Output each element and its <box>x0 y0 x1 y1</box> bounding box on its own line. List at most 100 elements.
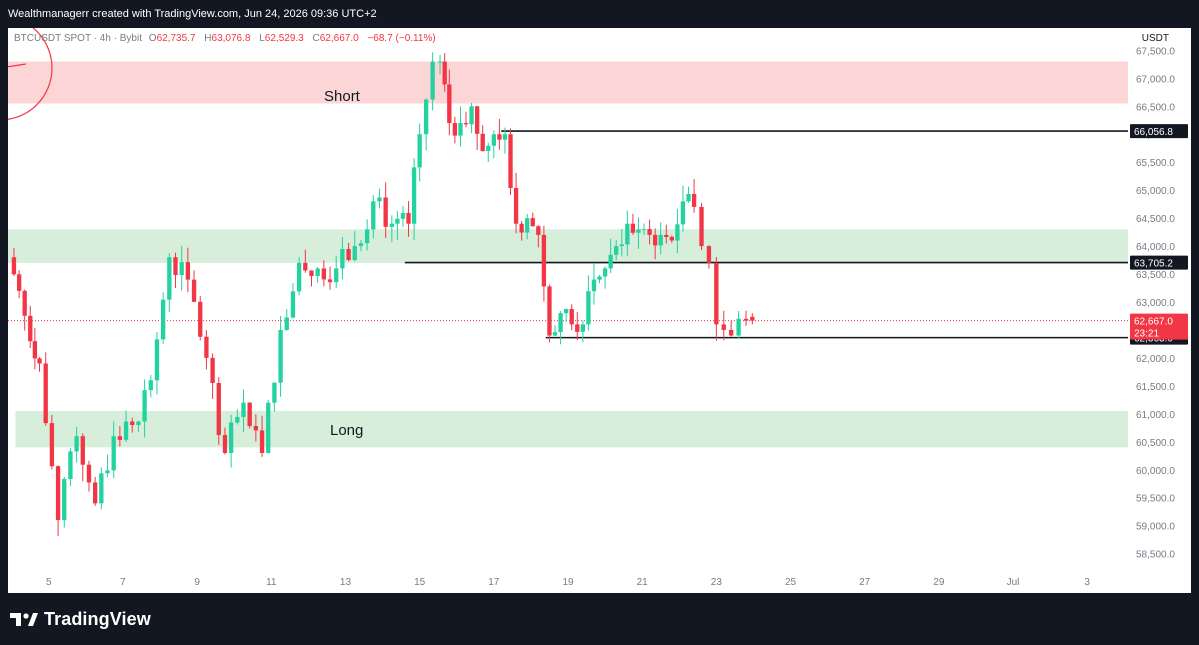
candle-up <box>423 98 429 151</box>
candle-body <box>321 268 327 280</box>
candle-body <box>452 123 458 136</box>
candle-body <box>228 422 234 453</box>
level-tag-text: 66,056.8 <box>1134 127 1173 138</box>
candle-up <box>266 399 271 454</box>
chart-frame[interactable]: 58,500.0 59,000.0 59,500.0 60,000.0 60,500.0… <box>8 28 1191 593</box>
candle-body <box>309 270 314 276</box>
candle-up <box>179 245 184 291</box>
high-value: 63,076.8 <box>211 33 251 44</box>
candle-down <box>508 128 513 195</box>
candle-down <box>32 328 38 370</box>
candle-down <box>28 305 33 349</box>
candle-up <box>142 379 147 438</box>
candle-body <box>22 290 27 316</box>
candle-up <box>491 130 496 159</box>
candle-body <box>334 268 339 283</box>
candle-down <box>92 476 98 506</box>
candle-up <box>395 211 400 240</box>
candle-down <box>497 119 502 150</box>
level-tag-text: 63,705.2 <box>1134 259 1173 270</box>
short-zone-label: Short <box>324 88 360 105</box>
candle-down <box>513 172 519 234</box>
candle-body <box>278 329 283 383</box>
currency-label[interactable]: USDT <box>1141 33 1169 44</box>
candle-down <box>575 312 580 341</box>
candle-body <box>185 262 191 280</box>
candle-down <box>173 252 178 288</box>
y-tick-label: 66,500.0 <box>1136 102 1175 113</box>
candle-down <box>714 257 719 341</box>
candle-down <box>253 414 259 442</box>
candle-up <box>377 188 382 209</box>
candle-up <box>602 266 608 289</box>
candle-up <box>586 275 591 331</box>
candle-body <box>55 466 61 521</box>
candle-body <box>525 218 530 233</box>
candle-body <box>417 134 422 168</box>
candle-down <box>691 179 697 213</box>
price-axis[interactable]: 58,500.0 59,000.0 59,500.0 60,000.0 60,500.0… <box>1128 28 1191 593</box>
candle-body <box>569 308 574 325</box>
candle-down <box>721 310 726 341</box>
tradingview-logo[interactable]: TradingView <box>10 609 151 629</box>
candle-body <box>502 134 508 140</box>
candle-down <box>699 202 704 251</box>
candle-up <box>99 467 104 510</box>
candle-body <box>173 257 178 276</box>
y-tick-label: 60,000.0 <box>1136 466 1175 477</box>
candle-down <box>530 212 535 227</box>
candle-down <box>569 304 574 331</box>
candle-up <box>371 195 376 239</box>
time-axis[interactable]: 5 7 9 11 13 15 17 19 21 23 25 27 29 Jul 3 <box>46 577 1090 588</box>
candle-down <box>406 201 411 237</box>
y-tick-label: 59,000.0 <box>1136 522 1175 533</box>
level-tag-bg <box>1130 124 1188 139</box>
candle-body <box>430 61 435 100</box>
candle-body <box>204 336 209 358</box>
candle-body <box>37 358 42 364</box>
candle-body <box>148 380 153 391</box>
candle-body <box>641 229 647 231</box>
candle-body <box>614 246 619 255</box>
candlestick-chart[interactable]: 58,500.0 59,000.0 59,500.0 60,000.0 60,500.0… <box>8 28 1191 593</box>
candle-body <box>513 187 519 224</box>
candle-up <box>525 213 530 240</box>
candle-body <box>480 133 485 152</box>
candle-up <box>625 210 630 257</box>
close-key: C <box>312 33 320 44</box>
candle-body <box>411 167 417 224</box>
candle-down <box>327 266 333 290</box>
candle-body <box>597 276 602 280</box>
candle-body <box>664 234 669 237</box>
candle-down <box>652 228 658 260</box>
candle-up <box>658 222 663 255</box>
candle-up <box>358 240 364 252</box>
candle-down <box>86 460 92 492</box>
symbol-name[interactable]: BTCUSDT SPOT · 4h · Bybit <box>14 33 142 44</box>
candle-body <box>247 402 252 427</box>
candle-body <box>327 279 333 283</box>
candle-up <box>154 332 160 395</box>
candle-down <box>321 260 327 287</box>
candle-up <box>235 409 240 425</box>
candle-down <box>11 247 17 277</box>
x-tick-label: 21 <box>637 577 649 588</box>
candle-down <box>185 247 191 293</box>
candle-body <box>80 436 85 465</box>
candle-up <box>160 292 166 344</box>
candle-down <box>729 320 734 337</box>
candle-body <box>296 262 302 292</box>
levels-layer <box>404 130 1128 339</box>
candle-up <box>352 231 357 262</box>
candle-up <box>74 426 79 463</box>
candle-up <box>552 325 558 337</box>
x-tick-label: 19 <box>562 577 574 588</box>
candle-up <box>400 205 406 228</box>
candle-down <box>346 242 351 262</box>
candle-down <box>130 417 135 433</box>
candle-body <box>216 382 221 436</box>
candle-body <box>28 315 33 342</box>
x-tick-label: Jul <box>1007 577 1020 588</box>
x-tick-label: 25 <box>785 577 797 588</box>
candle-up <box>608 238 613 274</box>
